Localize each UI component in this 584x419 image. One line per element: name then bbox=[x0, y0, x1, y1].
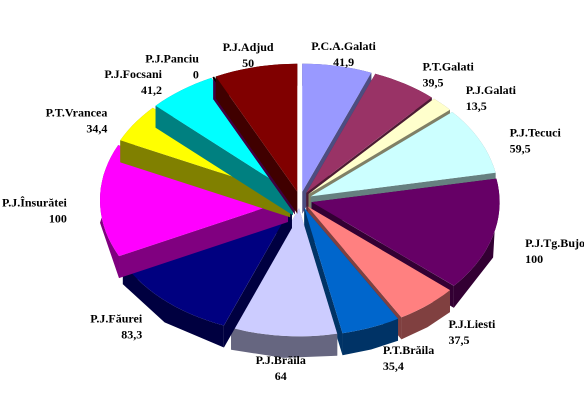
slice-label: P.J.Panciu bbox=[145, 52, 199, 66]
slice-value-label: 83,3 bbox=[121, 328, 142, 342]
slice-value-label: 0 bbox=[193, 68, 199, 82]
slice-top bbox=[302, 63, 372, 192]
slice-label: P.J.Brăila bbox=[256, 353, 306, 367]
slice-label: P.T.Vrancea bbox=[46, 105, 108, 119]
slice-value-label: 100 bbox=[49, 212, 67, 226]
slice bbox=[304, 207, 399, 356]
slice-side bbox=[231, 327, 338, 358]
slice-value-label: 35,4 bbox=[383, 359, 404, 373]
slice-value-label: 13,5 bbox=[466, 99, 487, 113]
slice-top bbox=[122, 206, 292, 326]
slice-side bbox=[122, 262, 224, 348]
slice-edge bbox=[155, 105, 293, 216]
slice-label: P.J.Tg.Bujor bbox=[525, 236, 584, 250]
slice-top bbox=[215, 63, 298, 192]
slice-value-label: 37,5 bbox=[448, 333, 469, 347]
slice-value-label: 34,4 bbox=[86, 121, 107, 135]
slice bbox=[215, 63, 298, 214]
slice-value-label: 64 bbox=[275, 369, 287, 383]
slice-label: P.J.Însurătei bbox=[2, 196, 68, 210]
slice-label: P.T.Brăila bbox=[383, 343, 434, 357]
slice-top bbox=[308, 98, 450, 195]
slice-label: P.T.Galati bbox=[422, 60, 474, 74]
slice-edge bbox=[120, 140, 291, 218]
slice-top bbox=[310, 112, 496, 197]
slice-label: P.J.Liesti bbox=[448, 317, 496, 331]
slice-top bbox=[304, 207, 398, 334]
slice-label: P.J.Adjud bbox=[223, 40, 274, 54]
slice-value-label: 50 bbox=[242, 56, 254, 70]
slice-side bbox=[453, 178, 500, 308]
slice-top bbox=[155, 77, 293, 194]
slice-label: P.C.A.Galati bbox=[311, 39, 376, 53]
slice-value-label: 59,5 bbox=[510, 141, 531, 155]
slice-top bbox=[306, 73, 432, 193]
slice-side bbox=[342, 318, 398, 356]
slice-edge bbox=[304, 207, 343, 356]
slice-label: P.J.Focsani bbox=[104, 67, 162, 81]
slice-value-label: 39,5 bbox=[422, 76, 443, 90]
slice-edge bbox=[215, 76, 298, 214]
slice-top bbox=[311, 178, 500, 286]
slice-top bbox=[100, 145, 289, 257]
slice-value-label: 41,9 bbox=[333, 55, 354, 69]
slice-edge bbox=[119, 200, 289, 279]
slice-label: P.J.Tecuci bbox=[510, 125, 562, 139]
slice-value-label: 41,2 bbox=[141, 83, 162, 97]
slice-label: P.J.Galati bbox=[466, 83, 517, 97]
slice-label: P.J.Făurei bbox=[90, 312, 143, 326]
slice-edge bbox=[223, 206, 292, 348]
slice-top bbox=[307, 206, 450, 318]
slice-value-label: 100 bbox=[525, 252, 543, 266]
slice-top bbox=[231, 208, 338, 337]
